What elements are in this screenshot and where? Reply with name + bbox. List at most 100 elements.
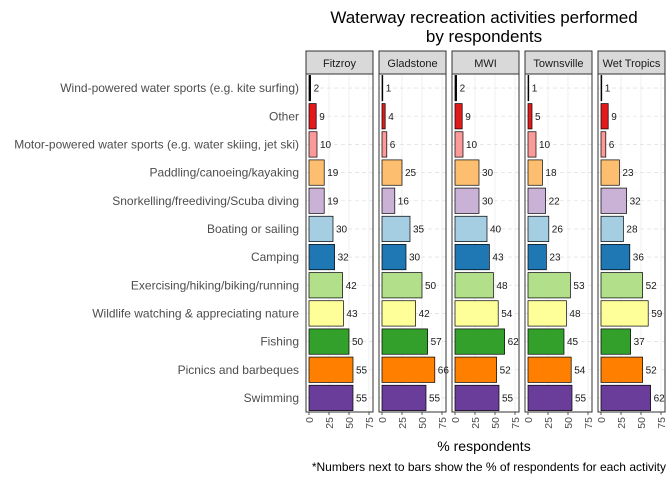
data-label: 30 [336,224,348,235]
category-label: Fishing [260,335,299,349]
bar [600,75,603,102]
data-label: 1 [386,84,392,95]
x-axis-title: % respondents [437,438,530,454]
bar [381,384,427,411]
data-label: 23 [549,253,561,264]
category-label: Camping [251,250,299,264]
chart-title-line2: by respondents [426,27,542,46]
data-label: 55 [502,393,514,404]
data-label: 1 [605,84,611,95]
data-label: 23 [622,168,634,179]
category-label: Paddling/canoeing/kayaking [150,166,299,180]
facet-panel: Townsville 1 5 10 18 22 26 23 53 48 45 54 55 0 25 50 75 [523,50,595,429]
x-tick-label: 25 [543,417,555,429]
x-tick-label: 75 [656,417,668,429]
data-label: 55 [429,393,441,404]
x-tick-label: 50 [563,417,575,429]
chart-title-line1: Waterway recreation activities performed [330,8,637,27]
bar [527,215,550,242]
facet-panel: MWI 2 9 10 30 30 40 43 48 54 62 52 55 0 25 50 75 [450,50,522,429]
data-label: 52 [500,365,512,376]
x-tick-label: 75 [437,417,449,429]
panel-background [525,74,592,412]
data-label: 9 [611,112,617,123]
x-tick-label: 0 [523,417,535,423]
bar [600,272,643,299]
data-label: 43 [346,309,358,320]
data-label: 19 [327,168,339,179]
panel-background [598,74,665,412]
data-label: 55 [356,393,368,404]
bar [381,215,411,242]
x-tick-label: 50 [417,417,429,429]
x-tick-label: 50 [344,417,356,429]
data-label: 18 [545,168,557,179]
bar [527,187,546,214]
data-label: 52 [646,281,658,292]
data-label: 42 [346,281,358,292]
bar [308,103,317,130]
bar [381,244,407,271]
data-label: 32 [630,196,642,207]
data-label: 30 [409,253,421,264]
x-tick-label: 0 [450,417,462,423]
data-label: 37 [634,337,646,348]
data-label: 55 [356,365,368,376]
bar [381,159,403,186]
bar [600,159,620,186]
data-label: 5 [535,112,541,123]
data-label: 62 [654,393,666,404]
data-label: 16 [398,196,410,207]
bar [600,356,643,383]
bar [600,131,607,158]
data-label: 30 [482,196,494,207]
data-label: 4 [388,112,394,123]
category-label: Exercising/hiking/biking/running [131,278,299,292]
data-label: 19 [327,196,339,207]
bar [600,328,631,355]
data-label: 22 [549,196,561,207]
bar [308,272,343,299]
bar [527,300,567,327]
bar [600,103,609,130]
bar [454,300,499,327]
category-label: Motor-powered water sports (e.g. water s… [14,137,299,151]
bar [381,187,396,214]
data-label: 53 [573,281,585,292]
panel-background [379,74,446,412]
data-label: 9 [319,112,325,123]
x-tick-label: 0 [377,417,389,423]
data-label: 2 [314,84,320,95]
bar [381,131,388,158]
category-label: Boating or sailing [207,222,299,236]
bar [527,131,537,158]
data-label: 35 [413,224,425,235]
data-label: 42 [419,309,431,320]
data-label: 59 [651,309,663,320]
data-label: 9 [465,112,471,123]
bar [454,272,494,299]
data-label: 26 [552,224,564,235]
x-tick-label: 50 [636,417,648,429]
x-tick-label: 75 [583,417,595,429]
data-label: 52 [646,365,658,376]
bar [308,384,354,411]
category-label: Picnics and barbeques [178,363,299,377]
data-label: 54 [501,309,513,320]
x-tick-label: 25 [397,417,409,429]
x-tick-label: 0 [596,417,608,423]
facet-panel: Gladstone 1 4 6 25 16 35 30 50 42 57 66 55 0 25 50 75 [377,50,449,429]
category-label: Wind-powered water sports (e.g. kite sur… [60,81,299,95]
data-label: 50 [425,281,437,292]
data-label: 48 [496,281,508,292]
bar [308,75,311,102]
bar [527,272,571,299]
panel-background [452,74,519,412]
data-label: 54 [574,365,586,376]
facet-strip-label: Wet Tropics [603,58,661,70]
data-label: 2 [460,84,466,95]
data-label: 57 [431,337,443,348]
bar [308,244,335,271]
bar [600,244,631,271]
bar [381,328,428,355]
